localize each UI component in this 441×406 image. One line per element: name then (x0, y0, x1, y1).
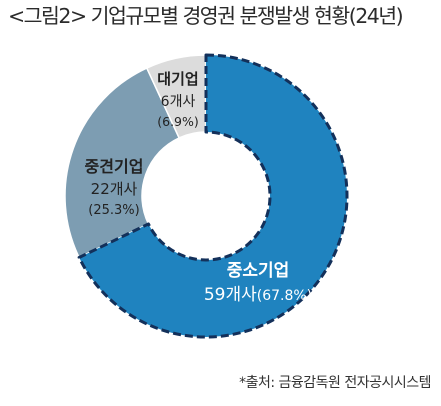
slice-label-name-midsize: 중견기업 (85, 157, 144, 176)
figure-label: <그림2> (8, 4, 87, 28)
figure-title-text: 기업규모별 경영권 분쟁발생 현황 (90, 4, 351, 28)
donut-slice-sme (77, 53, 349, 339)
slice-label-count-sme: 59개사(67.8%) (204, 285, 312, 305)
source-note: *출처: 금융감독원 전자공시시스템 (239, 375, 431, 391)
slice-label-count-midsize: 22개사 (91, 180, 138, 198)
donut-slice-midsize (64, 67, 181, 259)
figure-title-period: (24년) (348, 4, 404, 28)
slice-label-count-large: 6개사 (161, 94, 196, 110)
slice-label-percent-midsize: (25.3%) (88, 203, 139, 218)
slice-percent-sme: (67.8%) (257, 288, 312, 304)
slice-label-name-large: 대기업 (157, 70, 198, 88)
slice-label-percent-large: (6.9%) (157, 114, 199, 129)
slice-count-sme: 59개사 (204, 285, 257, 305)
figure-title: <그림2> 기업규모별 경영권 분쟁발생 현황(24년) (8, 2, 404, 30)
donut-slices (64, 53, 349, 339)
slice-labels: 중소기업 59개사(67.8%) 중견기업 22개사 (25.3%) 대기업 6… (85, 70, 313, 305)
slice-label-name-sme: 중소기업 (227, 261, 290, 281)
donut-chart: 중소기업 59개사(67.8%) 중견기업 22개사 (25.3%) 대기업 6… (64, 53, 349, 339)
